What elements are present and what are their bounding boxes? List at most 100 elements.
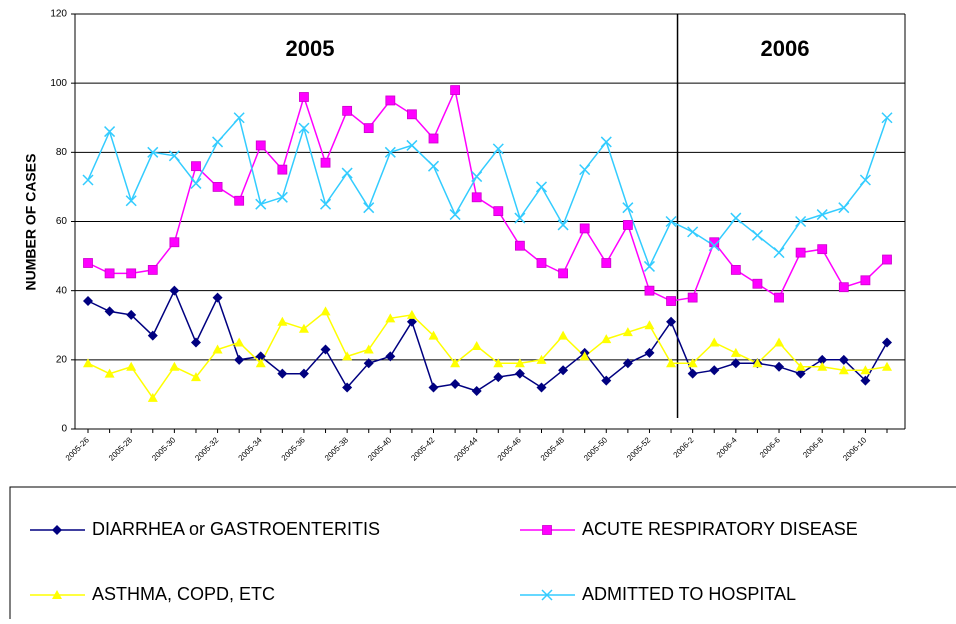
- marker: [298, 368, 309, 379]
- marker: [255, 198, 267, 210]
- marker: [558, 330, 569, 340]
- marker: [773, 247, 785, 259]
- marker: [860, 365, 871, 375]
- legend-marker: [541, 589, 553, 601]
- marker: [83, 258, 93, 268]
- marker: [882, 361, 892, 371]
- marker: [579, 164, 591, 176]
- marker: [406, 139, 418, 151]
- marker: [600, 136, 612, 148]
- marker: [298, 323, 309, 333]
- marker: [838, 365, 849, 375]
- marker: [104, 268, 115, 279]
- marker: [385, 313, 396, 323]
- marker: [687, 358, 698, 368]
- marker: [644, 285, 655, 296]
- marker: [342, 105, 353, 116]
- marker: [126, 361, 137, 371]
- y-tick-label: 20: [56, 354, 68, 365]
- marker: [601, 258, 612, 268]
- marker: [83, 296, 93, 307]
- legend-label: ACUTE RESPIRATORY DISEASE: [582, 519, 858, 539]
- y-axis-label: NUMBER OF CASES: [23, 154, 39, 291]
- x-tick-label: 2006-6: [758, 435, 782, 459]
- marker: [514, 368, 525, 379]
- marker: [450, 358, 461, 368]
- marker: [514, 212, 526, 224]
- x-tick-label: 2005-38: [323, 435, 351, 463]
- marker: [234, 195, 245, 206]
- marker: [817, 361, 828, 371]
- x-tick-label: 2005-28: [107, 435, 135, 463]
- marker: [622, 202, 634, 214]
- marker: [751, 229, 763, 241]
- legend-label: ASTHMA, COPD, ETC: [92, 584, 275, 604]
- marker: [449, 209, 461, 221]
- marker: [514, 358, 525, 368]
- marker: [126, 268, 137, 279]
- marker: [882, 337, 892, 348]
- marker: [774, 361, 785, 372]
- annotation: 2005: [286, 36, 335, 61]
- marker: [341, 167, 353, 179]
- series-line: [87, 310, 888, 400]
- marker: [471, 171, 483, 183]
- x-tick-label: 2005-30: [150, 435, 178, 463]
- x-tick-label: 2006-10: [841, 435, 869, 463]
- marker: [860, 275, 871, 286]
- marker: [428, 133, 439, 144]
- marker: [795, 361, 806, 371]
- marker: [838, 354, 849, 365]
- marker: [320, 306, 331, 316]
- marker: [860, 375, 871, 386]
- marker: [233, 112, 245, 124]
- marker: [277, 164, 288, 175]
- marker: [168, 150, 180, 162]
- marker: [234, 337, 245, 347]
- marker: [299, 92, 309, 102]
- marker: [493, 206, 504, 217]
- marker: [407, 109, 417, 120]
- marker: [255, 358, 266, 368]
- marker: [774, 337, 785, 347]
- marker: [277, 316, 288, 326]
- marker: [450, 379, 461, 390]
- y-tick-label: 60: [56, 216, 68, 227]
- marker: [212, 136, 224, 148]
- marker: [147, 330, 158, 341]
- marker: [558, 365, 569, 376]
- marker: [104, 368, 115, 378]
- marker: [212, 344, 223, 354]
- marker: [816, 209, 828, 221]
- marker: [363, 202, 375, 214]
- marker: [709, 337, 720, 347]
- marker: [752, 358, 763, 368]
- marker: [104, 126, 116, 138]
- marker: [212, 292, 223, 303]
- marker: [687, 292, 698, 303]
- marker: [190, 372, 201, 382]
- marker: [385, 351, 396, 362]
- marker: [277, 368, 288, 379]
- marker: [730, 265, 741, 275]
- marker: [255, 140, 266, 151]
- marker: [535, 181, 548, 193]
- marker: [817, 244, 828, 255]
- marker: [838, 282, 849, 293]
- marker: [471, 341, 482, 350]
- marker: [622, 220, 633, 230]
- marker: [428, 382, 439, 393]
- x-tick-label: 2005-44: [452, 435, 480, 463]
- marker: [234, 354, 245, 365]
- marker: [363, 123, 374, 134]
- marker: [298, 122, 310, 134]
- legend-label: DIARRHEA or GASTROENTERITIS: [92, 519, 380, 539]
- marker: [752, 278, 763, 289]
- x-tick-label: 2005-26: [64, 435, 92, 463]
- marker: [558, 268, 568, 279]
- marker: [385, 95, 396, 106]
- marker: [147, 265, 158, 275]
- marker: [730, 212, 742, 224]
- marker: [126, 309, 137, 320]
